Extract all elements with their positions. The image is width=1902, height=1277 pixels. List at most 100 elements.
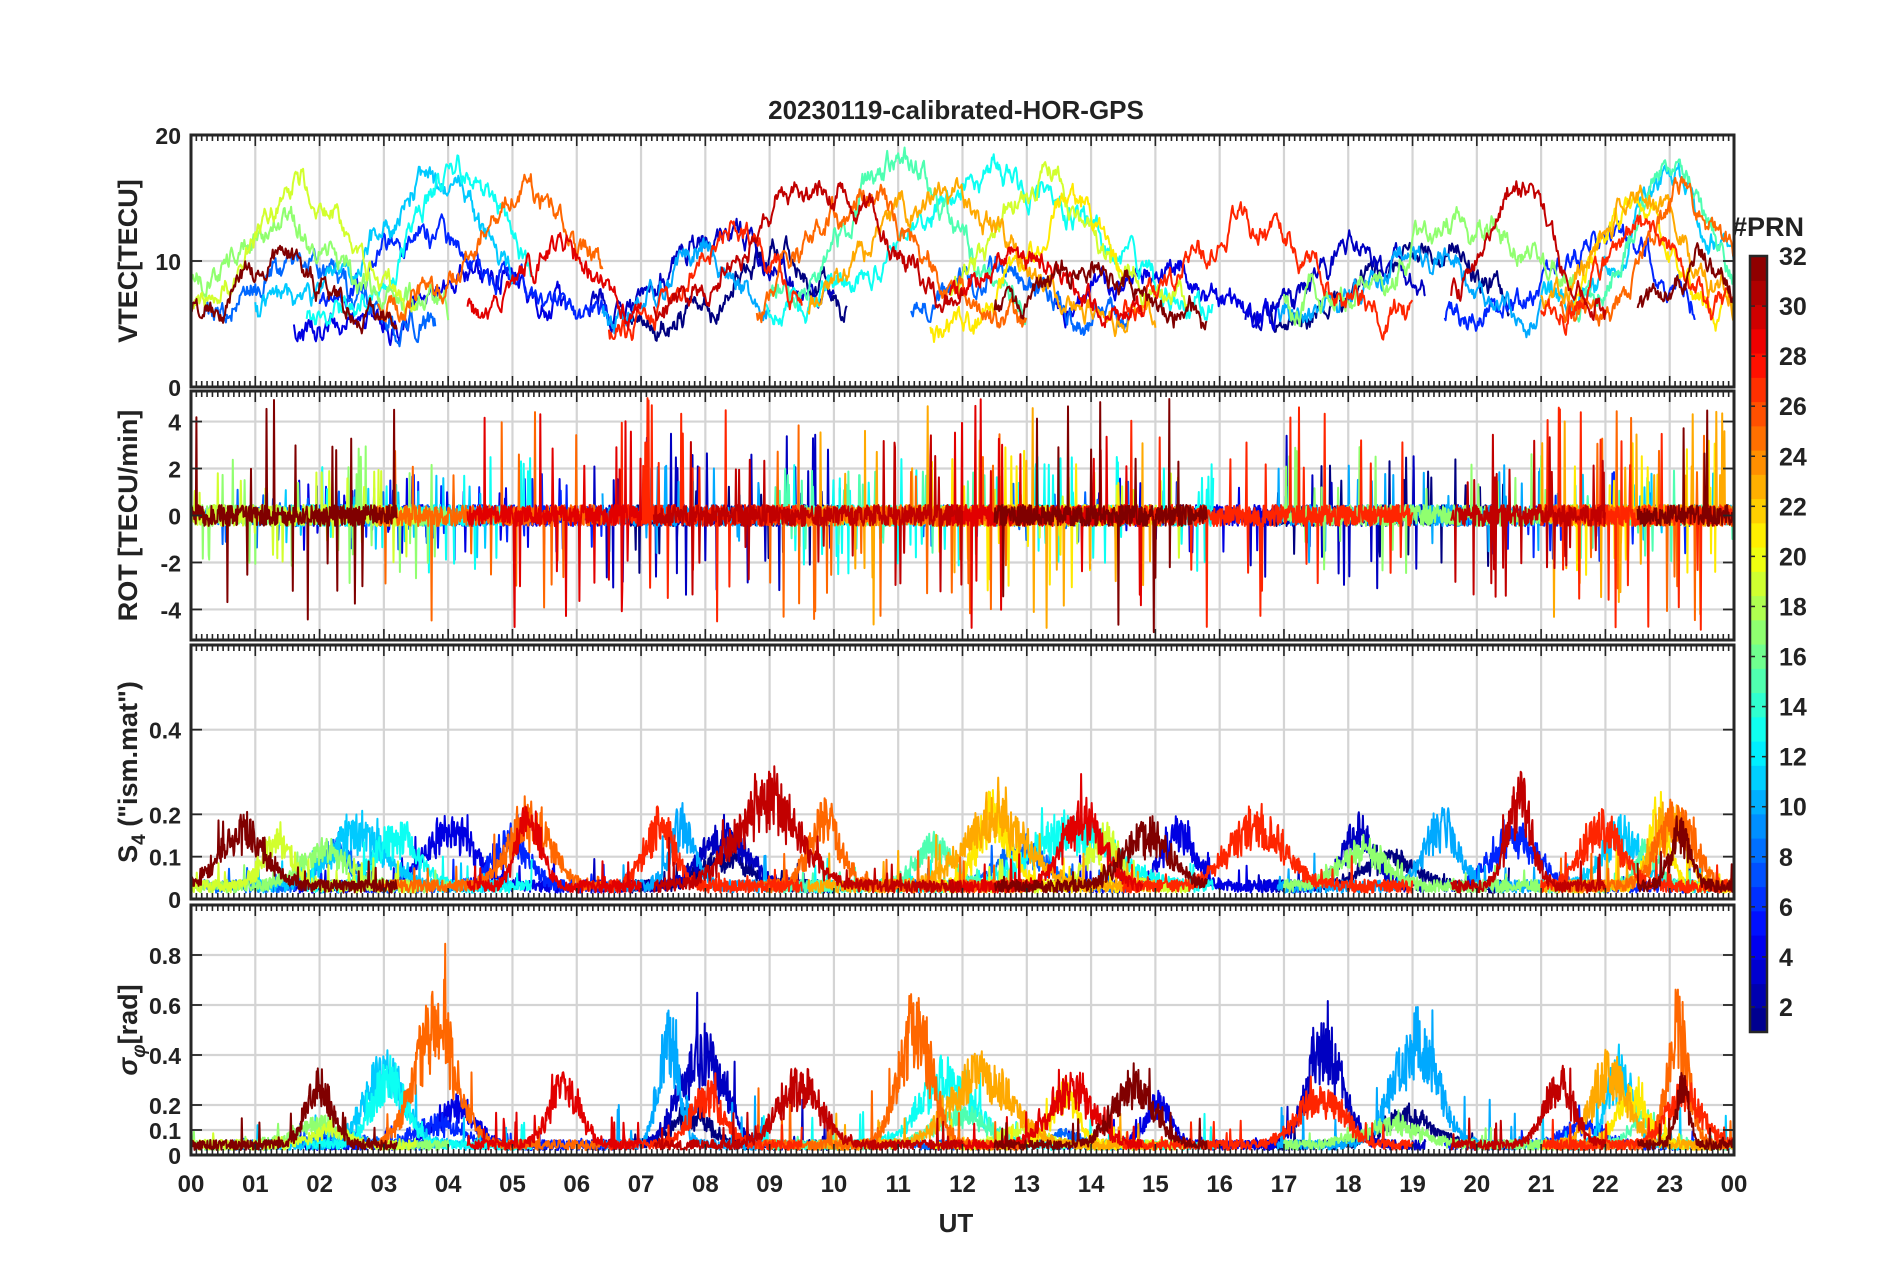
colorbar-swatch [1750, 886, 1767, 912]
y-tick-label: 0.2 [149, 1093, 181, 1119]
colorbar-swatch [1750, 522, 1767, 548]
series-line-prn-25-pass-1 [376, 795, 604, 894]
x-tick-label: 18 [1335, 1171, 1362, 1198]
series-line-prn-29-pass-1 [466, 413, 642, 628]
series-line-prn-29-pass-2 [949, 773, 1144, 894]
colorbar-swatch [1750, 304, 1767, 330]
colorbar-swatch [1750, 353, 1767, 378]
series-line-prn-8-pass-1 [202, 248, 437, 348]
y-tick-label: 4 [168, 410, 181, 436]
series-line-prn-17-pass-2 [1283, 833, 1575, 894]
series-line-prn-32-pass-3 [1636, 815, 1734, 893]
colorbar-swatch [1750, 547, 1767, 572]
x-tick-label: 22 [1592, 1171, 1619, 1198]
colorbar-tick-label: 16 [1779, 644, 1807, 672]
x-tick-label: 10 [821, 1171, 848, 1198]
series-line-prn-30-pass-2 [1450, 433, 1606, 598]
colorbar-tick-label: 10 [1779, 794, 1807, 822]
x-tick-label: 13 [1013, 1171, 1040, 1198]
colorbar-swatch [1750, 498, 1767, 524]
y-axis-label-sub: φ [129, 1044, 150, 1057]
y-tick-label: 0.4 [149, 1043, 181, 1069]
series-line-prn-27-pass-3 [1540, 214, 1734, 336]
y-tick-label: -4 [161, 597, 182, 623]
colorbar-tick-label: 22 [1779, 493, 1807, 521]
y-axis-label: ROT [TECU/min] [113, 410, 143, 621]
series-line-prn-27-pass-3 [1540, 1079, 1734, 1151]
series-line-prn-29-pass-2 [948, 246, 1144, 329]
x-tick-label: 19 [1399, 1171, 1426, 1198]
x-tick-label: 00 [178, 1171, 205, 1198]
series-line-prn-30-pass-2 [1450, 770, 1607, 894]
y-tick-label: 0.4 [149, 718, 181, 744]
colorbar-tick-label: 18 [1779, 593, 1807, 621]
colorbar-swatch [1750, 401, 1767, 427]
colorbar-tick-label: 12 [1779, 744, 1807, 772]
x-tick-label: 09 [756, 1171, 783, 1198]
chart-title: 20230119-calibrated-HOR-GPS [768, 95, 1144, 125]
series-line-prn-19-pass-1 [191, 167, 417, 316]
panel-data [191, 397, 1734, 634]
series-line-prn-25-pass-2 [755, 183, 1028, 329]
colorbar-swatch [1750, 1007, 1767, 1033]
series-line-prn-17-pass-2 [1283, 206, 1575, 327]
series-line-prn-25-pass-3 [1559, 176, 1734, 327]
series-line-prn-27-pass-2 [1122, 201, 1414, 341]
series-line-prn-32-pass-3 [1636, 409, 1734, 527]
x-tick-label: 16 [1206, 1171, 1233, 1198]
series-line-prn-6-pass-2 [1443, 220, 1696, 332]
x-axis-label: UT [939, 1208, 974, 1238]
colorbar-tick-label: 2 [1779, 994, 1793, 1022]
series-line-prn-15-pass-2 [1572, 158, 1734, 323]
y-tick-label: 0.2 [149, 802, 181, 828]
x-tick-label: 04 [435, 1171, 462, 1198]
x-tick-label: 05 [499, 1171, 526, 1198]
colorbar-swatch [1750, 692, 1767, 718]
series-line-prn-29-pass-2 [948, 1068, 1144, 1151]
colorbar-tick-label: 8 [1779, 844, 1793, 872]
series-line-prn-27-pass-1 [607, 220, 803, 341]
series-line-prn-32-pass-2 [993, 815, 1208, 894]
colorbar-swatch [1750, 789, 1767, 815]
colorbar-swatch [1750, 644, 1767, 669]
x-tick-label: 02 [306, 1171, 333, 1198]
series-line-prn-11-pass-1 [254, 165, 514, 318]
colorbar-swatch [1750, 377, 1767, 403]
colorbar-swatch [1750, 813, 1767, 839]
series-line-prn-30-pass-1 [652, 434, 964, 596]
series-line-prn-27-pass-2 [1122, 802, 1414, 894]
x-tick-label: 00 [1721, 1171, 1748, 1198]
colorbar-tick-label: 6 [1779, 894, 1793, 922]
y-tick-label: 0.8 [149, 943, 181, 969]
x-tick-label: 23 [1656, 1171, 1683, 1198]
colorbar-swatch [1750, 910, 1767, 936]
x-tick-label: 21 [1528, 1171, 1555, 1198]
y-axis-label: σφ[rad] [113, 984, 150, 1075]
series-line-prn-30-pass-1 [652, 765, 964, 894]
x-tick-label: 12 [949, 1171, 976, 1198]
colorbar-swatch [1750, 983, 1767, 1009]
colorbar-tick-label: 4 [1779, 944, 1793, 972]
series-line-prn-32-pass-2 [993, 398, 1208, 634]
series-line-prn-32-pass-3 [1636, 242, 1734, 309]
colorbar-swatch [1750, 280, 1767, 306]
colorbar-swatch [1750, 425, 1767, 451]
y-axis-label: VTEC[TECU] [113, 179, 143, 343]
x-tick-label: 11 [886, 1171, 911, 1198]
colorbar-swatch [1750, 838, 1767, 863]
panel-sigma_phi: 00.10.2 0.4 0.6 0.8 σφ[rad] 00 01 02 03 04 05 06 07 0… [113, 903, 1748, 1198]
panel-vtec: 0 10 20 VTEC[TECU] [113, 123, 1736, 401]
colorbar-tick-label: 30 [1779, 293, 1807, 321]
x-tick-label: 14 [1078, 1171, 1105, 1198]
colorbar-swatch [1750, 765, 1767, 791]
series-line-prn-32-pass-1 [191, 810, 398, 894]
series-line-prn-29-pass-1 [466, 232, 642, 331]
y-tick-label: 0.6 [149, 993, 181, 1019]
y-axis-label-rest: ("ism.mat") [113, 681, 143, 834]
panel-ticks [190, 645, 1735, 900]
y-axis-label-main: S [113, 845, 143, 863]
colorbar-swatch [1750, 571, 1767, 597]
